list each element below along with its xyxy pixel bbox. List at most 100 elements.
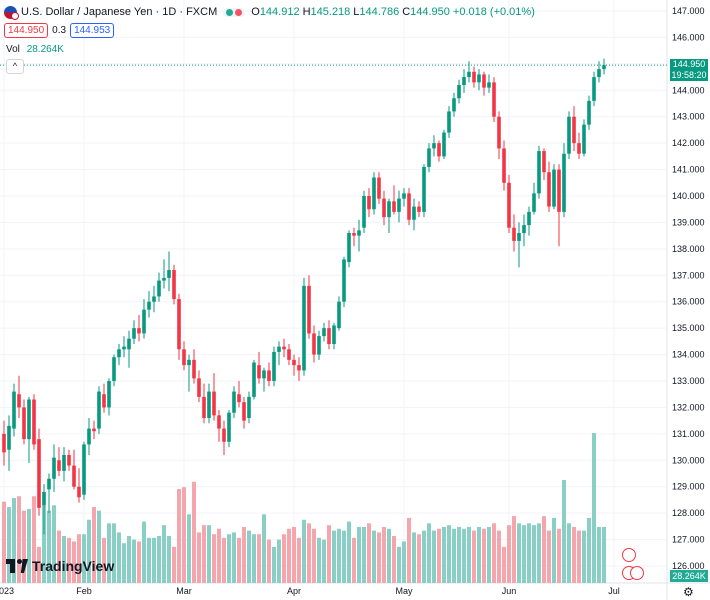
volume-bar: [7, 507, 11, 583]
collapse-legend-button[interactable]: ^: [6, 59, 24, 74]
candle: [292, 354, 296, 376]
volume-bar: [32, 496, 36, 583]
price-tick-label: 143.000: [672, 112, 705, 122]
candle: [257, 351, 261, 384]
volume-bar: [312, 528, 316, 583]
volume-bar: [507, 525, 511, 583]
candle-body: [562, 153, 566, 212]
candle-body: [332, 325, 336, 344]
candle-body: [367, 196, 371, 210]
candle-body: [327, 328, 331, 344]
split-event-icon[interactable]: [630, 566, 644, 580]
candle: [602, 58, 606, 75]
volume-bar: [577, 530, 581, 583]
volume-bar: [517, 523, 521, 583]
candle: [237, 381, 241, 408]
volume-bar: [162, 525, 166, 583]
volume-bar: [597, 526, 601, 583]
candle: [207, 383, 211, 424]
volume-bar: [342, 530, 346, 583]
volume-bar: [227, 534, 231, 583]
volume-bar: [62, 536, 66, 583]
candle: [537, 145, 541, 199]
sell-button[interactable]: 144.950: [4, 23, 49, 38]
volume-bar: [452, 528, 456, 583]
candle: [222, 420, 226, 455]
candle: [27, 396, 31, 463]
volume-bar: [157, 536, 161, 583]
volume-bar: [292, 526, 296, 583]
candle-body: [27, 399, 31, 440]
volume-legend: Vol 28.264K: [6, 44, 64, 55]
volume-bar: [137, 541, 141, 583]
candle-body: [67, 455, 71, 466]
candle-body: [452, 98, 456, 112]
symbol-title[interactable]: U.S. Dollar / Japanese Yen · 1D · FXCM: [21, 6, 218, 18]
candle-body: [232, 391, 236, 413]
candle-body: [312, 333, 316, 355]
volume-bar: [177, 489, 181, 583]
candle: [197, 370, 201, 403]
candle: [12, 383, 16, 437]
price-tick-label: 126.000: [672, 561, 705, 571]
tradingview-logo[interactable]: TradingView: [6, 558, 114, 574]
candle: [387, 198, 391, 233]
candle-body: [342, 259, 346, 302]
candle: [482, 71, 486, 96]
candle: [192, 349, 196, 384]
volume-bar: [437, 528, 441, 583]
candle: [437, 140, 441, 162]
candle: [557, 164, 561, 247]
candle: [592, 71, 596, 107]
price-tick-label: 147.000: [672, 6, 705, 16]
candle-body: [157, 280, 161, 297]
volume-bar: [122, 543, 126, 583]
volume-bar: [52, 505, 56, 583]
price-axis[interactable]: 147.000146.000145.000144.000143.000142.0…: [672, 6, 705, 571]
candle: [457, 79, 461, 104]
candle-body: [107, 381, 111, 408]
volume-bar: [47, 510, 51, 583]
volume-label[interactable]: Vol: [6, 44, 20, 55]
candle: [142, 299, 146, 339]
time-tick-label: Jul: [608, 586, 620, 596]
candle: [357, 219, 361, 252]
candle: [37, 428, 41, 516]
price-tick-label: 144.000: [672, 85, 705, 95]
volume-bar: [12, 498, 16, 583]
candle: [2, 420, 6, 466]
candle-body: [492, 82, 496, 117]
candle-body: [267, 370, 271, 381]
gear-icon[interactable]: ⚙: [683, 585, 694, 599]
candle: [337, 296, 341, 331]
candle: [97, 386, 101, 434]
buy-button[interactable]: 144.953: [70, 23, 115, 38]
candle-body: [222, 428, 226, 442]
time-tick-label: Mar: [176, 586, 192, 596]
candle-body: [427, 148, 431, 167]
candle-body: [482, 74, 486, 88]
market-status-indicator[interactable]: [223, 7, 246, 17]
candle: [227, 410, 231, 448]
candle: [402, 188, 406, 207]
candle-body: [377, 177, 381, 199]
candle-body: [242, 402, 246, 421]
candle: [572, 106, 576, 152]
candle: [232, 386, 236, 418]
time-axis[interactable]: 2023FebMarAprMayJunJulAug21: [0, 586, 710, 596]
candle: [392, 185, 396, 215]
price-tick-label: 135.000: [672, 323, 705, 333]
candle: [262, 367, 266, 392]
candle-body: [132, 328, 136, 339]
candle-body: [507, 182, 511, 228]
volume-bar: [212, 534, 216, 583]
candle: [352, 227, 356, 247]
candle-body: [582, 124, 586, 154]
volume-bar: [367, 523, 371, 583]
candle: [372, 172, 376, 215]
volume-bar: [357, 526, 361, 583]
economic-event-icon[interactable]: [622, 548, 636, 562]
candle-body: [22, 407, 26, 440]
volume-bar: [97, 510, 101, 583]
